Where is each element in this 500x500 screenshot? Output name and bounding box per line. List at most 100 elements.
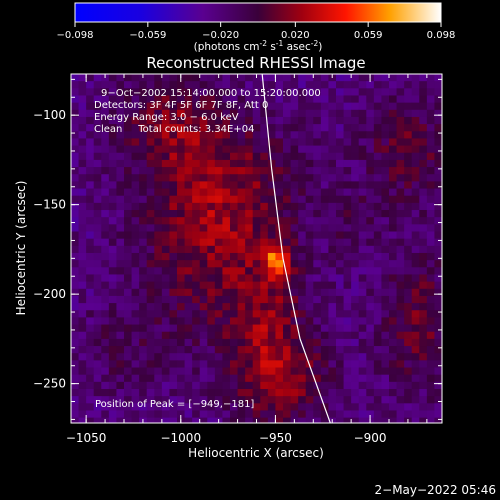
heatmap-cell xyxy=(124,238,132,247)
heatmap-cell xyxy=(343,374,352,383)
heatmap-cell xyxy=(169,410,178,419)
heatmap-cell xyxy=(124,202,132,211)
heatmap-cell xyxy=(237,388,246,397)
heatmap-cell xyxy=(207,310,216,318)
heatmap-cell xyxy=(124,310,132,318)
heatmap-cell xyxy=(93,238,102,247)
heatmap-cell xyxy=(108,181,117,189)
heatmap-cell xyxy=(139,145,148,154)
heatmap-cell xyxy=(419,181,428,189)
heatmap-cell xyxy=(305,388,314,397)
heatmap-cell xyxy=(404,195,413,204)
heatmap-cell xyxy=(283,217,291,225)
heatmap-cell xyxy=(222,396,231,404)
heatmap-cell xyxy=(434,167,442,175)
heatmap-cell xyxy=(313,88,322,96)
heatmap-cell xyxy=(199,353,208,361)
heatmap-cell xyxy=(343,252,352,261)
heatmap-cell xyxy=(192,74,201,82)
heatmap-cell xyxy=(199,74,208,82)
heatmap-cell xyxy=(108,331,117,340)
heatmap-cell xyxy=(419,410,428,419)
heatmap-cell xyxy=(237,324,246,333)
heatmap-cell xyxy=(366,181,375,189)
heatmap-cell xyxy=(389,102,397,111)
heatmap-cell xyxy=(222,331,231,340)
heatmap-cell xyxy=(404,353,413,361)
heatmap-cell xyxy=(222,374,231,383)
heatmap-cell xyxy=(154,417,163,423)
heatmap-cell xyxy=(146,145,155,154)
heatmap-cell xyxy=(419,167,428,175)
heatmap-cell xyxy=(139,116,148,125)
heatmap-cell xyxy=(396,116,405,125)
heatmap-cell xyxy=(131,181,140,189)
heatmap-cell xyxy=(320,381,329,390)
heatmap-cell xyxy=(154,303,163,311)
heatmap-cell xyxy=(267,174,276,182)
heatmap-cell xyxy=(146,331,155,340)
heatmap-cell xyxy=(161,324,170,333)
heatmap-cell xyxy=(184,310,193,318)
heatmap-cell xyxy=(351,396,360,404)
heatmap-cell xyxy=(336,210,344,218)
heatmap-cell xyxy=(245,88,254,96)
heatmap-cell xyxy=(275,295,284,304)
heatmap-cell xyxy=(245,324,254,333)
heatmap-cell xyxy=(86,81,95,89)
heatmap-cell xyxy=(199,109,208,118)
heatmap-cell xyxy=(93,288,102,297)
heatmap-cell xyxy=(207,88,216,96)
heatmap-cell xyxy=(184,331,193,340)
heatmap-cell xyxy=(366,188,375,197)
heatmap-cell xyxy=(290,195,299,204)
heatmap-cell xyxy=(298,195,307,204)
heatmap-cell xyxy=(230,167,238,175)
heatmap-cell xyxy=(245,310,254,318)
heatmap-cell xyxy=(411,102,420,111)
heatmap-cell xyxy=(169,231,178,240)
heatmap-cell xyxy=(154,317,163,325)
heatmap-cell xyxy=(131,159,140,168)
heatmap-cell xyxy=(78,381,87,390)
heatmap-cell xyxy=(192,88,201,96)
heatmap-cell xyxy=(298,331,307,340)
heatmap-cell xyxy=(426,202,435,211)
heatmap-cell xyxy=(207,224,216,232)
heatmap-cell xyxy=(230,338,238,347)
heatmap-cell xyxy=(389,174,397,182)
heatmap-cell xyxy=(328,181,337,189)
heatmap-cell xyxy=(252,310,261,318)
heatmap-cell xyxy=(305,210,314,218)
heatmap-cell xyxy=(222,410,231,419)
heatmap-cell xyxy=(404,131,413,139)
heatmap-cell xyxy=(404,167,413,175)
heatmap-cell xyxy=(71,145,79,154)
heatmap-cell xyxy=(139,346,148,354)
heatmap-cell xyxy=(275,238,284,247)
heatmap-cell xyxy=(207,295,216,304)
heatmap-cell xyxy=(161,224,170,232)
heatmap-cell xyxy=(313,331,322,340)
heatmap-cell xyxy=(124,331,132,340)
heatmap-cell xyxy=(351,124,360,132)
heatmap-cell xyxy=(124,181,132,189)
heatmap-cell xyxy=(184,202,193,211)
heatmap-cell xyxy=(275,281,284,290)
heatmap-cell xyxy=(358,295,367,304)
heatmap-cell xyxy=(154,260,163,268)
heatmap-cell xyxy=(313,159,322,168)
heatmap-cell xyxy=(252,360,261,368)
heatmap-cell xyxy=(199,81,208,89)
heatmap-cell xyxy=(373,288,382,297)
heatmap-cell xyxy=(328,310,337,318)
heatmap-cell xyxy=(214,410,223,419)
heatmap-cell xyxy=(139,267,148,275)
heatmap-cell xyxy=(192,303,201,311)
heatmap-cell xyxy=(298,124,307,132)
heatmap-cell xyxy=(328,109,337,118)
heatmap-cell xyxy=(358,353,367,361)
heatmap-cell xyxy=(161,181,170,189)
heatmap-cell xyxy=(101,367,110,376)
heatmap-cell xyxy=(169,238,178,247)
